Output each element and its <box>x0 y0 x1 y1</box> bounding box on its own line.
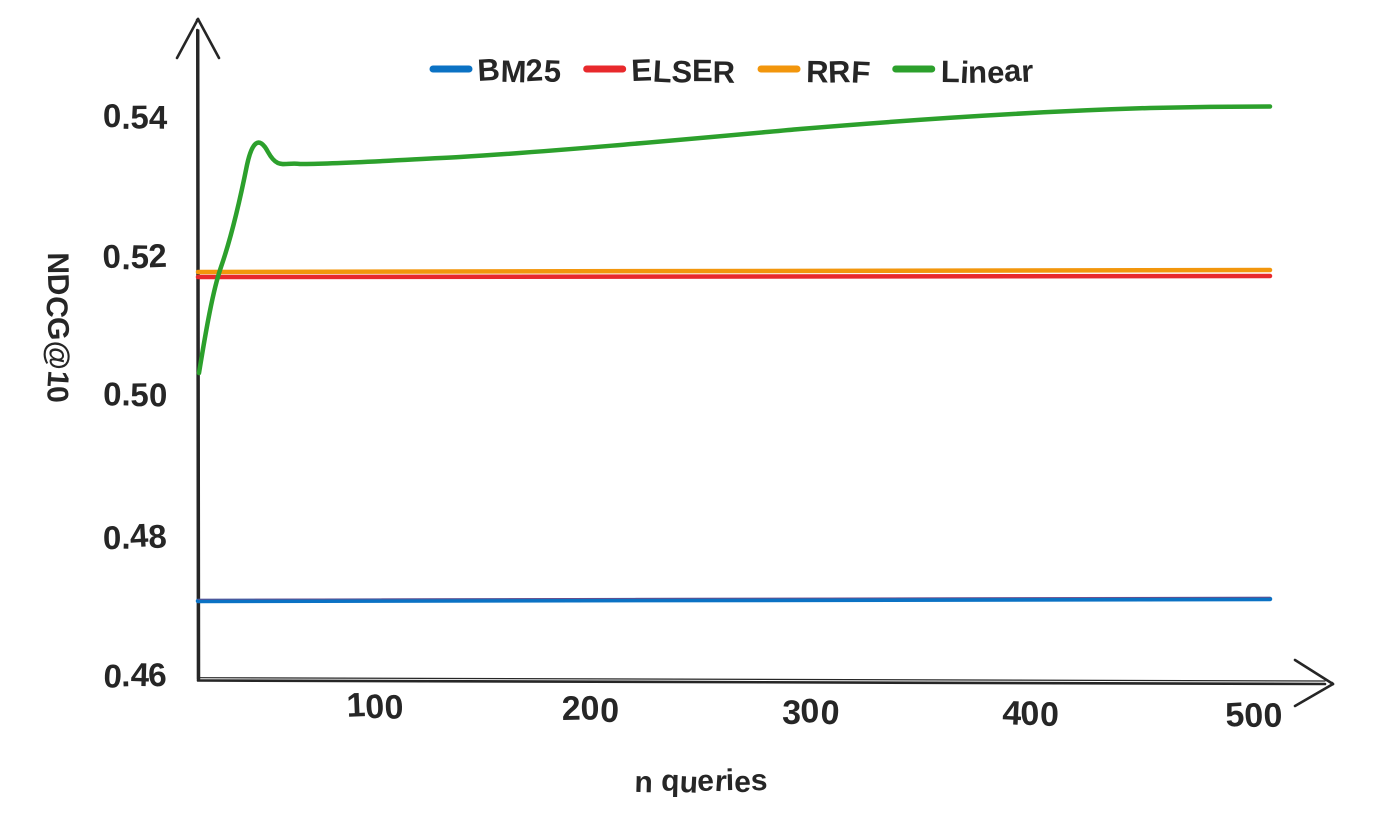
svg-text:R: R <box>828 54 851 90</box>
svg-text:0: 0 <box>1263 697 1283 735</box>
svg-text:2: 2 <box>525 52 544 88</box>
svg-text:0: 0 <box>600 692 620 730</box>
svg-text:0: 0 <box>580 689 600 728</box>
svg-text:2: 2 <box>148 237 168 275</box>
svg-text:e: e <box>696 764 714 798</box>
svg-text:0: 0 <box>103 375 122 412</box>
svg-text:E: E <box>692 53 713 88</box>
svg-text:R: R <box>806 54 829 89</box>
svg-text:.: . <box>120 656 131 693</box>
svg-text:q: q <box>661 765 680 798</box>
svg-text:8: 8 <box>147 517 167 555</box>
svg-text:L: L <box>941 54 960 89</box>
svg-text:G: G <box>41 316 75 341</box>
svg-text:0: 0 <box>40 385 74 404</box>
svg-text:0: 0 <box>819 693 840 732</box>
svg-text:0: 0 <box>149 376 168 413</box>
svg-text:R: R <box>713 55 736 90</box>
svg-text:0: 0 <box>103 519 122 556</box>
svg-text:s: s <box>750 764 768 797</box>
svg-text:0: 0 <box>103 97 122 134</box>
svg-text:0: 0 <box>102 237 122 275</box>
svg-text:5: 5 <box>543 53 561 89</box>
svg-text:0: 0 <box>1243 696 1264 735</box>
svg-text:E: E <box>631 52 653 88</box>
svg-text:0: 0 <box>364 688 385 727</box>
svg-text:3: 3 <box>782 694 802 732</box>
svg-text:C: C <box>39 296 73 319</box>
svg-text:S: S <box>671 54 693 90</box>
svg-text:4: 4 <box>149 99 168 136</box>
svg-text:2: 2 <box>561 690 581 728</box>
svg-text:5: 5 <box>1224 696 1245 735</box>
svg-text:0: 0 <box>1040 696 1059 734</box>
svg-text:L: L <box>652 54 673 90</box>
svg-text:@: @ <box>41 340 75 370</box>
svg-text:n: n <box>968 54 988 89</box>
svg-text:0: 0 <box>1020 695 1040 734</box>
svg-text:M: M <box>500 54 527 90</box>
svg-text:1: 1 <box>346 686 366 725</box>
svg-text:D: D <box>41 273 75 296</box>
svg-text:5: 5 <box>130 98 149 135</box>
svg-text:F: F <box>850 54 871 90</box>
svg-text:5: 5 <box>130 376 149 413</box>
svg-text:i: i <box>725 764 734 797</box>
svg-text:e: e <box>987 55 1005 90</box>
svg-text:6: 6 <box>147 656 168 694</box>
svg-text:r: r <box>1020 53 1034 89</box>
svg-text:0: 0 <box>384 688 404 727</box>
svg-text:B: B <box>476 52 500 88</box>
svg-text:5: 5 <box>130 238 149 275</box>
svg-text:0: 0 <box>800 692 821 731</box>
svg-text:N: N <box>41 252 74 274</box>
svg-text:e: e <box>734 766 751 799</box>
svg-text:n: n <box>634 766 653 799</box>
